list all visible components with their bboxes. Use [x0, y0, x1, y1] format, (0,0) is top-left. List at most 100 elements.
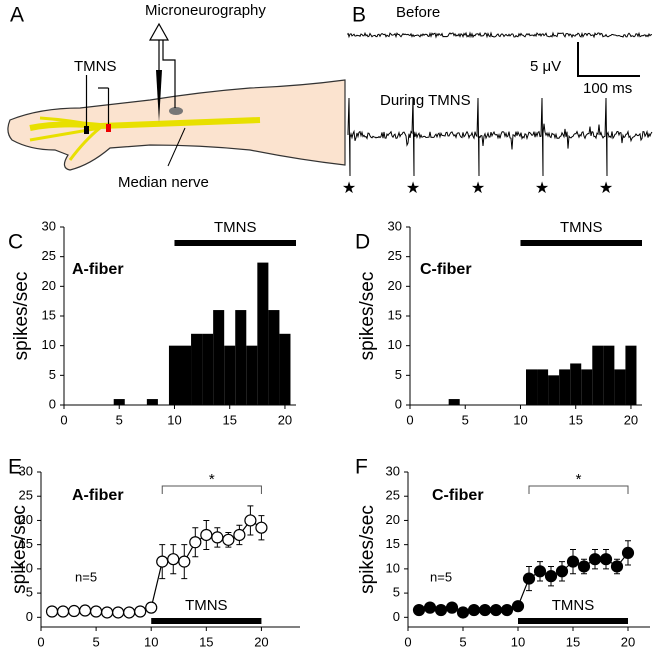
y-tick-label: 0	[26, 609, 33, 624]
trace	[347, 97, 653, 177]
y-tick-label: 25	[42, 248, 56, 263]
bar	[191, 333, 203, 405]
y-tick-label: 20	[42, 278, 56, 293]
annotation: A-fiber	[72, 487, 124, 504]
x-tick-label: 20	[621, 634, 635, 649]
annotation: n=5	[430, 569, 452, 584]
x-tick-label: 10	[144, 634, 158, 649]
marker	[67, 604, 81, 618]
marker	[555, 565, 569, 578]
marker	[522, 572, 536, 585]
marker	[478, 603, 492, 617]
star-marker: ★	[406, 180, 420, 197]
bar	[246, 345, 258, 405]
marker	[588, 553, 602, 566]
label: TMNS	[74, 58, 117, 75]
y-tick-label: 20	[19, 512, 33, 527]
bar	[548, 375, 560, 405]
x-tick-label: 15	[568, 412, 582, 427]
y-axis-label: spikes/sec	[11, 272, 32, 361]
y-tick-label: 0	[395, 396, 402, 411]
marker	[533, 565, 547, 578]
label: Microneurography	[145, 2, 266, 19]
marker	[123, 606, 136, 619]
x-tick-label: 15	[222, 412, 236, 427]
significance-bracket	[161, 485, 262, 494]
panel-label: A	[10, 4, 24, 27]
bar	[603, 345, 615, 405]
y-tick-label: 10	[19, 560, 33, 575]
annotation: C-fiber	[420, 261, 472, 278]
marker	[489, 603, 503, 617]
marker	[200, 528, 213, 542]
annotation: n=5	[75, 569, 97, 584]
star-marker: ★	[342, 180, 356, 197]
bar	[448, 399, 460, 405]
marker	[167, 553, 180, 566]
label: Median nerve	[118, 174, 209, 191]
y-tick-label: 10	[388, 337, 402, 352]
marker	[467, 603, 481, 617]
label: Before	[396, 4, 440, 21]
bar	[570, 363, 582, 405]
marker	[456, 606, 470, 619]
bar	[268, 310, 280, 405]
marker	[233, 528, 246, 542]
significance-label: *	[576, 471, 582, 488]
marker	[90, 605, 103, 618]
y-tick-label: 25	[19, 488, 33, 503]
bar	[224, 345, 236, 405]
y-tick-label: 5	[26, 585, 33, 600]
y-tick-label: 15	[19, 536, 33, 551]
y-tick-label: 25	[386, 488, 400, 503]
label: 100 ms	[583, 80, 632, 97]
marker	[56, 605, 70, 618]
bar	[592, 345, 604, 405]
bar	[526, 369, 538, 405]
trace	[347, 31, 653, 39]
x-tick-label: 20	[278, 412, 292, 427]
y-axis-label: spikes/sec	[357, 505, 378, 594]
marker	[544, 570, 558, 583]
traces: ★ ★ ★ ★ ★	[342, 31, 653, 197]
bar	[625, 345, 637, 405]
x-tick-label: 20	[254, 634, 268, 649]
bar	[113, 399, 125, 405]
y-axis-label: spikes/sec	[357, 272, 378, 361]
bar	[279, 333, 291, 405]
x-tick-label: 5	[92, 634, 99, 649]
x-tick-label: 0	[406, 412, 413, 427]
marker	[145, 601, 158, 614]
y-tick-label: 30	[388, 218, 402, 233]
marker	[412, 603, 426, 617]
y-tick-label: 0	[393, 609, 400, 624]
label: 5 μV	[530, 58, 561, 75]
bar	[146, 399, 158, 405]
annotation: C-fiber	[432, 487, 484, 504]
y-tick-label: 5	[49, 367, 56, 382]
bar	[537, 369, 549, 405]
x-tick-label: 10	[511, 634, 525, 649]
y-tick-label: 5	[393, 585, 400, 600]
x-tick-label: 0	[404, 634, 411, 649]
x-tick-label: 5	[462, 412, 469, 427]
panel-label: F	[355, 456, 368, 479]
panel-label: E	[8, 456, 22, 479]
marker	[434, 603, 448, 617]
x-tick-label: 10	[167, 412, 181, 427]
stimulus-label: TMNS	[214, 219, 257, 236]
x-tick-label: 0	[60, 412, 67, 427]
x-tick-label: 10	[513, 412, 527, 427]
y-tick-label: 10	[42, 337, 56, 352]
marker	[566, 555, 580, 568]
x-tick-label: 15	[566, 634, 580, 649]
marker	[134, 605, 147, 618]
bar	[213, 310, 225, 405]
marker	[112, 606, 125, 619]
marker	[244, 514, 257, 527]
stimulus-label: TMNS	[560, 219, 603, 236]
y-tick-label: 15	[42, 307, 56, 322]
marker	[445, 601, 459, 614]
panel-label: B	[352, 4, 366, 27]
